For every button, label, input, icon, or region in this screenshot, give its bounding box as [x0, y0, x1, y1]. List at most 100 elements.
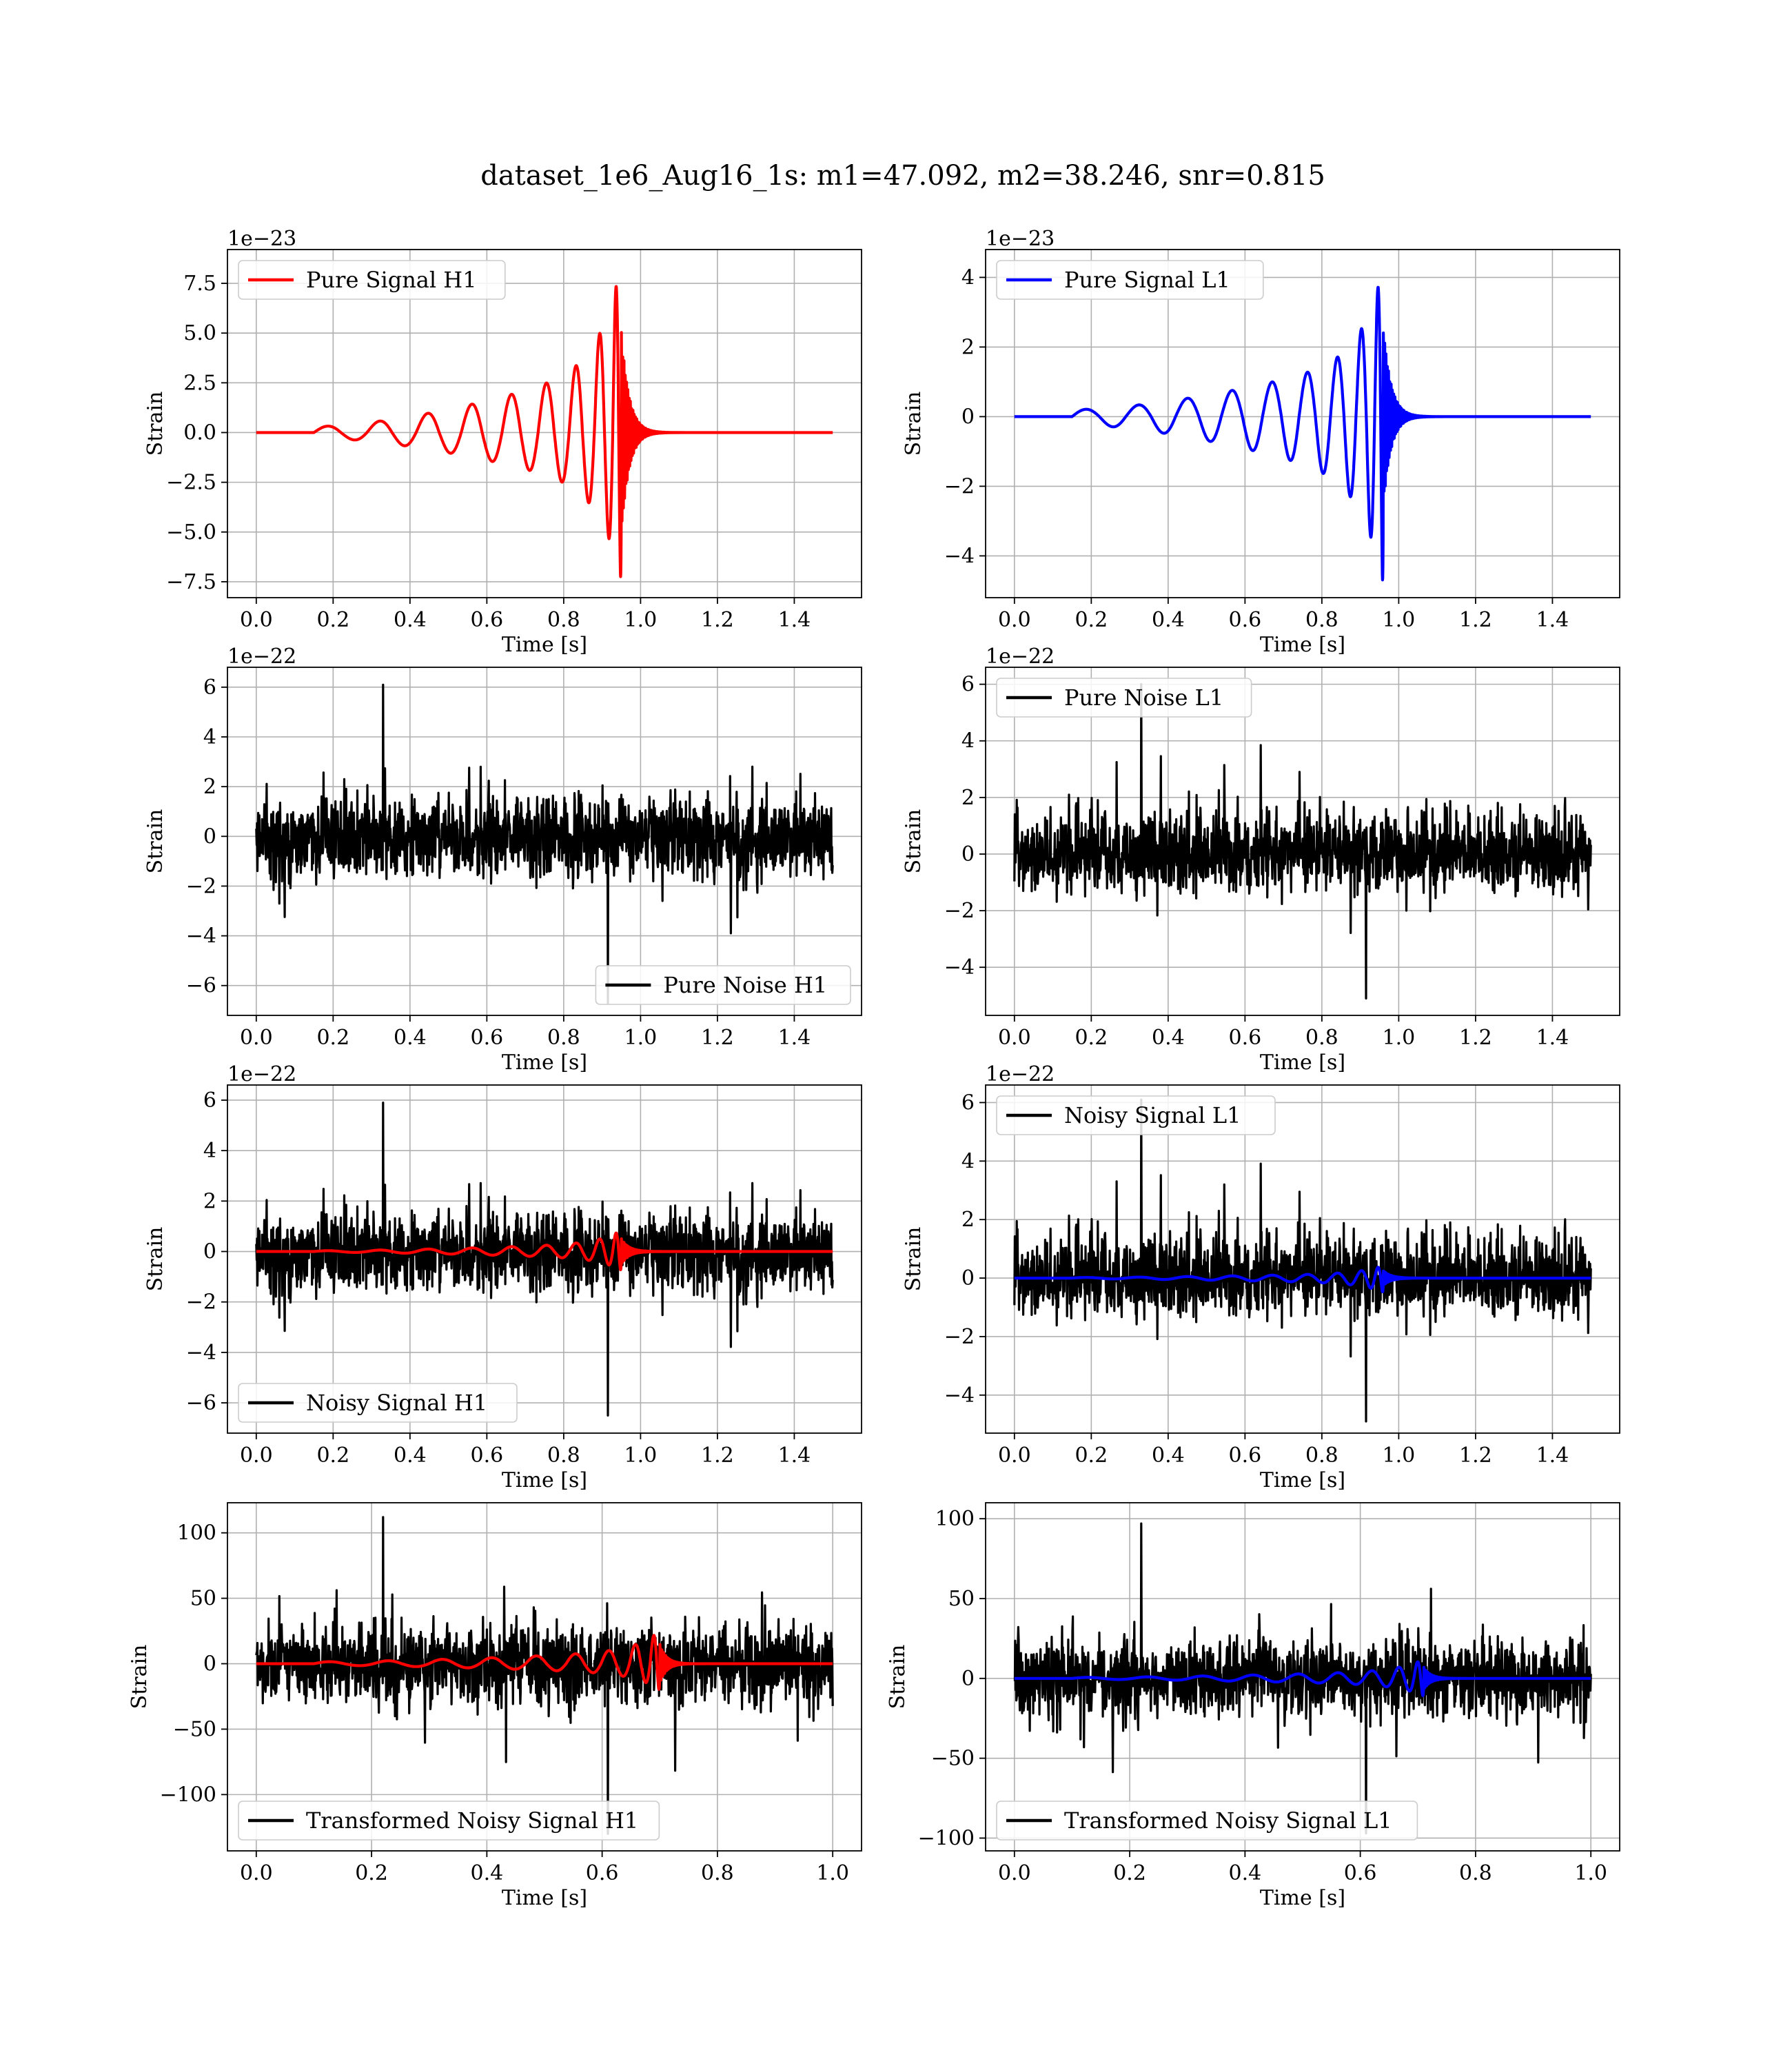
- axes-frame: [985, 249, 1620, 598]
- legend: Transformed Noisy Signal L1: [996, 1801, 1418, 1841]
- y-tick-label: 0: [203, 1240, 216, 1264]
- x-axis-label: Time [s]: [1260, 1468, 1345, 1492]
- series-group: [1014, 285, 1592, 582]
- x-tick-label: 1.2: [701, 1026, 734, 1050]
- x-tick-label: 0.2: [316, 1026, 349, 1050]
- x-tick-label: 0.6: [1229, 1443, 1262, 1468]
- x-tick-label: 0.6: [1229, 608, 1262, 632]
- x-axis-label: Time [s]: [1260, 633, 1345, 657]
- series-group: [255, 1516, 834, 1835]
- subplot-pure-noise-l1: 0.0 0.2 0.4 0.6 0.8 1.0 1.2 1.4 −4 −2 0 2 4 6 Time [s]…: [902, 645, 1620, 1075]
- x-tick-label: 0.2: [316, 608, 349, 632]
- y-tick-label: 50: [948, 1587, 975, 1611]
- legend: Noisy Signal H1: [238, 1383, 518, 1423]
- axes-frame: [985, 667, 1620, 1016]
- y-tick-label: 5.0: [183, 321, 216, 345]
- x-tick-label: 0.4: [394, 1026, 427, 1050]
- y-tick-label: −50: [173, 1717, 216, 1741]
- y-tick-label: 6: [203, 676, 216, 700]
- x-tick-label: 0.2: [1075, 1443, 1108, 1468]
- legend-box: [595, 965, 851, 1005]
- series-line-pure-noise-h1: [255, 683, 834, 1004]
- x-tick-label: 0.0: [240, 1026, 273, 1050]
- x-tick-label: 0.8: [547, 1026, 580, 1050]
- x-tick-label: 1.4: [778, 608, 811, 632]
- x-tick-label: 0.6: [1229, 1026, 1262, 1050]
- subplot-noisy-signal-h1: 0.0 0.2 0.4 0.6 0.8 1.0 1.2 1.4 −6 −4 −2 0 2 4 6 Time […: [143, 1062, 862, 1492]
- legend-label: Pure Noise H1: [663, 972, 827, 998]
- x-tick-label: 0.0: [998, 1861, 1031, 1885]
- legend-label: Transformed Noisy Signal L1: [1064, 1807, 1392, 1834]
- legend: Pure Noise H1: [595, 965, 851, 1005]
- x-tick-label: 1.0: [624, 608, 658, 632]
- subplot-noisy-signal-l1: 0.0 0.2 0.4 0.6 0.8 1.0 1.2 1.4 −4 −2 0 2 4 6 Time [s]…: [902, 1062, 1620, 1492]
- axes-frame: [227, 1502, 862, 1852]
- x-tick-label: 1.2: [701, 1443, 734, 1468]
- series-group: [1013, 683, 1592, 1000]
- y-tick-label: −100: [160, 1783, 216, 1807]
- subplot-grid: 0.0 0.2 0.4 0.6 0.8 1.0 1.2 1.4 −7.5 −5.0 −2.5 0.0 2…: [128, 227, 1620, 1910]
- x-tick-label: 0.8: [1459, 1861, 1492, 1885]
- y-axis-label: Strain: [902, 392, 926, 456]
- y-tick-label: 0.0: [183, 420, 216, 445]
- series-line-overlay-1: [1014, 1660, 1592, 1697]
- legend: Transformed Noisy Signal H1: [238, 1801, 660, 1841]
- legend-box: [238, 1801, 660, 1841]
- axes-frame: [227, 1084, 862, 1434]
- series-group: [1013, 1522, 1592, 1835]
- y-tick-label: 7.5: [183, 272, 216, 296]
- series-line-overlay-1: [256, 1634, 834, 1691]
- x-tick-label: 0.6: [471, 1026, 504, 1050]
- x-tick-label: 0.2: [1113, 1861, 1146, 1885]
- y-axis-label: Strain: [902, 809, 926, 874]
- series-line-overlay-1: [1014, 1266, 1592, 1294]
- x-tick-label: 1.4: [1536, 1443, 1569, 1468]
- x-tick-label: 0.2: [1075, 1026, 1108, 1050]
- x-tick-label: 1.0: [1574, 1861, 1607, 1885]
- x-tick-label: 0.0: [240, 1861, 273, 1885]
- x-tick-label: 0.2: [316, 1443, 349, 1468]
- series-line-pure-signal-h1: [256, 285, 834, 578]
- y-axis-label: Strain: [902, 1227, 926, 1292]
- y-tick-label: −7.5: [166, 570, 216, 594]
- x-tick-label: 0.6: [471, 1443, 504, 1468]
- y-tick-label: 4: [203, 1139, 216, 1163]
- x-tick-label: 1.4: [1536, 1026, 1569, 1050]
- x-tick-label: 0.4: [1152, 608, 1185, 632]
- y-tick-label: 0: [203, 1652, 216, 1676]
- offset-text: 1e−23: [986, 227, 1055, 251]
- x-tick-label: 1.2: [701, 608, 734, 632]
- x-tick-label: 0.2: [355, 1861, 388, 1885]
- offset-text: 1e−22: [986, 1062, 1055, 1086]
- y-tick-label: −5.0: [166, 520, 216, 545]
- figure-title: dataset_1e6_Aug16_1s: m1=47.092, m2=38.2…: [480, 160, 1325, 192]
- subplot-transformed-noisy-signal-h1: 0.0 0.2 0.4 0.6 0.8 1.0 −100 −50 0 50 100 Time [s] S…: [128, 1502, 862, 1910]
- x-tick-label: 0.6: [1344, 1861, 1377, 1885]
- x-tick-label: 0.8: [547, 608, 580, 632]
- y-tick-label: 2: [961, 1208, 975, 1232]
- y-tick-label: −2: [186, 1290, 216, 1315]
- x-tick-label: 0.6: [586, 1861, 619, 1885]
- legend: Pure Signal L1: [996, 260, 1264, 300]
- y-tick-label: −6: [186, 974, 216, 998]
- y-tick-label: −2: [944, 474, 975, 498]
- x-tick-label: 1.0: [624, 1026, 658, 1050]
- x-tick-label: 0.8: [701, 1861, 734, 1885]
- series-line-noisy-signal-l1: [1013, 1098, 1592, 1423]
- legend-label: Pure Signal L1: [1064, 267, 1230, 293]
- x-tick-label: 0.4: [394, 608, 427, 632]
- x-tick-label: 0.4: [1152, 1026, 1185, 1050]
- series-line-pure-noise-l1: [1013, 683, 1592, 1000]
- x-tick-label: 0.8: [1305, 1443, 1338, 1468]
- x-axis-label: Time [s]: [502, 1051, 587, 1075]
- x-tick-label: 1.4: [778, 1026, 811, 1050]
- x-axis-label: Time [s]: [502, 1886, 587, 1910]
- legend-box: [996, 1801, 1418, 1841]
- y-tick-label: 2: [203, 775, 216, 799]
- series-group: [255, 1102, 834, 1417]
- legend-box: [996, 260, 1264, 300]
- y-axis-label: Strain: [128, 1645, 152, 1710]
- y-axis-label: Strain: [143, 1227, 167, 1292]
